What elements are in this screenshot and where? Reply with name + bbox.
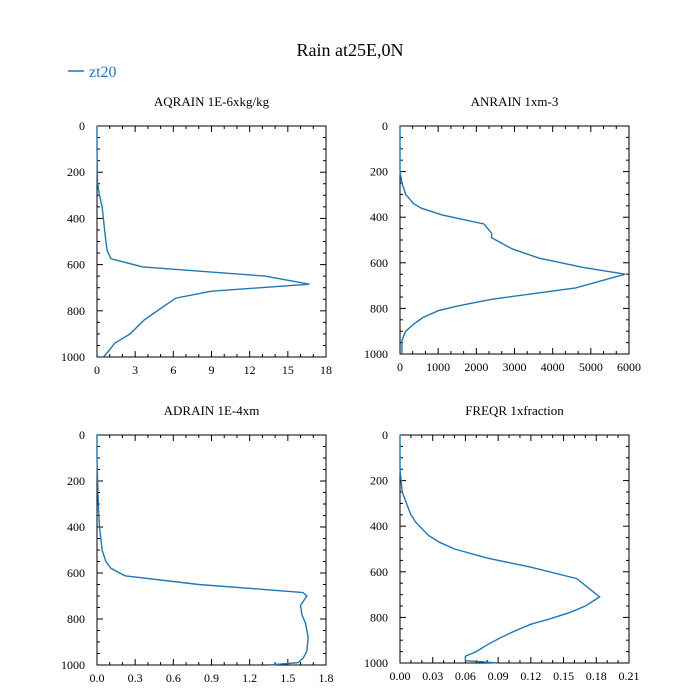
plot-frame [399, 434, 630, 664]
x-tick-label: 0 [94, 363, 100, 377]
y-tick-label: 1000 [61, 350, 85, 364]
panel-title: AQRAIN 1E-6xkg/kg [154, 94, 270, 109]
x-tick-label: 2000 [464, 360, 488, 374]
x-tick-label: 9 [209, 363, 215, 377]
series-line-zt20 [96, 435, 309, 666]
x-tick-label: 0.09 [488, 669, 509, 683]
panel-title: ADRAIN 1E-4xm [164, 403, 260, 418]
y-tick-label: 0 [382, 119, 388, 133]
x-tick-label: 18 [320, 363, 332, 377]
plot-frame [96, 125, 327, 358]
panel-1: AQRAIN 1E-6xkg/kg 0 3 6 9 12 15 18 0 200 400 600 800… [61, 94, 332, 377]
y-tick-label: 600 [370, 565, 388, 579]
x-tick-label: 15 [282, 363, 294, 377]
x-tick-label: 0 [397, 360, 403, 374]
y-tick-label: 200 [67, 474, 85, 488]
x-tick-label: 1.8 [319, 671, 334, 685]
x-tick-label: 0.12 [520, 669, 541, 683]
x-tick-label: 6000 [617, 360, 641, 374]
x-tick-label: 3000 [503, 360, 527, 374]
panels: AQRAIN 1E-6xkg/kg 0 3 6 9 12 15 18 0 200 400 600 800… [61, 94, 641, 685]
x-tick-label: 0.00 [390, 669, 411, 683]
y-tick-label: 400 [370, 519, 388, 533]
y-tick-label: 0 [79, 119, 85, 133]
x-tick-label: 1.5 [280, 671, 295, 685]
x-tick-label: 3 [132, 363, 138, 377]
panel-title: ANRAIN 1xm-3 [471, 94, 559, 109]
y-tick-label: 800 [67, 612, 85, 626]
x-tick-label: 0.9 [204, 671, 219, 685]
series-line-zt20 [399, 435, 601, 664]
y-tick-label: 400 [67, 211, 85, 225]
y-tick-label: 0 [79, 428, 85, 442]
plot-frame [399, 125, 630, 355]
x-tick-label: 0.03 [422, 669, 443, 683]
y-tick-label: 1000 [364, 656, 388, 670]
x-tick-label: 0.15 [553, 669, 574, 683]
y-tick-label: 1000 [61, 658, 85, 672]
panel-title: FREQR 1xfraction [465, 403, 564, 418]
series-line-zt20 [96, 126, 310, 358]
x-tick-label: 4000 [541, 360, 565, 374]
x-tick-label: 12 [244, 363, 256, 377]
y-tick-label: 200 [67, 165, 85, 179]
x-tick-label: 0.21 [619, 669, 640, 683]
y-tick-label: 0 [382, 428, 388, 442]
panel-2: ANRAIN 1xm-3 0 1000 2000 3000 4000 5000 6000 0 20… [364, 94, 641, 374]
y-tick-label: 200 [370, 474, 388, 488]
x-tick-label: 5000 [579, 360, 603, 374]
y-tick-label: 600 [67, 258, 85, 272]
panel-4: FREQR 1xfraction 0.00 0.03 0.06 0.09 0.12 0.15… [364, 403, 640, 683]
series-line-zt20 [399, 126, 626, 354]
y-tick-label: 600 [67, 566, 85, 580]
panel-3: ADRAIN 1E-4xm 0.0 0.3 0.6 0.9 1.2 1.5 1.8 0 200 40… [61, 403, 334, 685]
x-tick-label: 0.06 [455, 669, 476, 683]
x-tick-label: 0.0 [90, 671, 105, 685]
y-tick-label: 200 [370, 165, 388, 179]
y-tick-label: 400 [67, 520, 85, 534]
legend-label: zt20 [89, 64, 117, 81]
x-tick-label: 1000 [426, 360, 450, 374]
figure-title: Rain at25E,0N [297, 40, 404, 60]
x-tick-label: 1.2 [242, 671, 257, 685]
x-tick-label: 0.6 [166, 671, 181, 685]
y-tick-label: 1000 [364, 347, 388, 361]
y-tick-label: 600 [370, 256, 388, 270]
y-tick-label: 800 [370, 610, 388, 624]
y-tick-label: 800 [370, 301, 388, 315]
y-tick-label: 800 [67, 304, 85, 318]
x-tick-label: 0.3 [128, 671, 143, 685]
y-tick-label: 400 [370, 210, 388, 224]
x-tick-label: 0.18 [586, 669, 607, 683]
plot-frame [96, 434, 327, 666]
x-tick-label: 6 [170, 363, 176, 377]
